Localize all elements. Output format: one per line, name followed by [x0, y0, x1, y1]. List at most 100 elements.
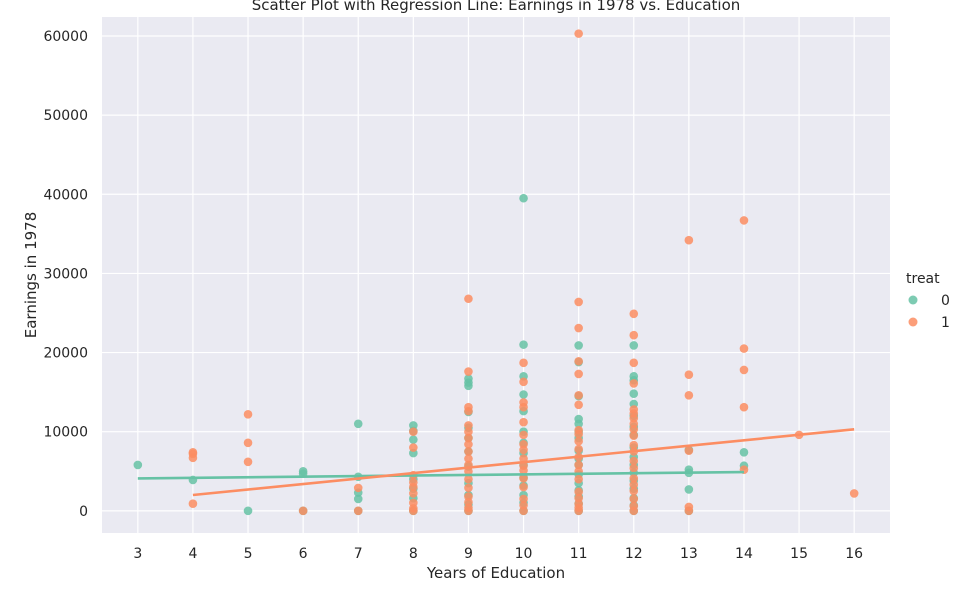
data-point-treat-1: [574, 506, 583, 516]
data-point-treat-1: [574, 356, 583, 366]
data-point-treat-1: [298, 506, 308, 516]
data-point-treat-1: [739, 402, 749, 412]
data-point-treat-1: [519, 466, 528, 475]
x-tick-label: 9: [464, 546, 473, 562]
data-point-treat-1: [574, 474, 583, 484]
data-point-treat-1: [409, 482, 418, 492]
data-point-treat-1: [464, 421, 473, 430]
regression-line-treat-1: [192, 428, 855, 497]
data-point-treat-1: [574, 390, 583, 400]
x-axis-ticks: 3 4 5 6 7 8 9 10 11 12 13 14 15 16: [133, 546, 863, 562]
x-tick-label: 11: [570, 546, 588, 562]
x-tick-label: 7: [354, 546, 363, 562]
data-point-treat-1: [629, 480, 639, 490]
data-point-treat-1: [464, 440, 473, 449]
data-point-treat-1: [629, 309, 639, 319]
data-point-treat-1: [629, 431, 639, 440]
data-point-treat-1: [629, 494, 639, 504]
grid-lines: [102, 17, 890, 533]
data-point-treat-1: [243, 409, 253, 419]
data-point-treat-1: [574, 429, 583, 439]
x-tick-label: 14: [735, 546, 753, 562]
data-point-treat-0: [629, 389, 639, 399]
data-point-treat-1: [243, 457, 253, 467]
y-tick-label: 50000: [43, 108, 88, 124]
data-point-treat-1: [464, 406, 473, 416]
data-point-treat-1: [464, 447, 473, 456]
x-tick-label: 12: [625, 546, 643, 562]
data-point-treat-1: [629, 456, 639, 466]
data-point-treat-1: [519, 482, 528, 492]
data-point-treat-1: [629, 463, 639, 473]
x-axis-label: Years of Education: [426, 564, 565, 582]
chart-title: Scatter Plot with Regression Line: Earni…: [252, 0, 741, 14]
data-point-treat-0: [519, 193, 528, 203]
data-point-treat-1: [849, 489, 859, 498]
data-point-treat-0: [353, 494, 363, 504]
data-point-treat-1: [353, 483, 363, 493]
data-point-treat-1: [574, 487, 583, 497]
data-point-treat-1: [464, 506, 473, 516]
legend-label-0: 0: [941, 293, 950, 309]
x-tick-label: 13: [680, 546, 698, 562]
data-point-treat-1: [464, 433, 473, 443]
y-axis-ticks: 0 10000 20000 30000 40000 50000 60000: [43, 29, 88, 520]
data-point-treat-1: [739, 365, 749, 375]
data-point-treat-1: [464, 367, 473, 376]
data-point-treat-0: [574, 341, 583, 350]
data-point-treat-1: [188, 499, 198, 509]
data-point-treat-1: [519, 377, 528, 387]
data-point-treat-1: [519, 445, 528, 455]
data-point-treat-1: [739, 216, 749, 225]
x-tick-label: 4: [188, 546, 197, 562]
data-point-treat-1: [464, 483, 473, 493]
y-tick-label: 40000: [43, 187, 88, 203]
y-tick-label: 60000: [43, 29, 88, 45]
data-point-treat-1: [243, 438, 253, 448]
data-point-treat-1: [464, 474, 473, 484]
data-point-treat-1: [629, 486, 639, 496]
data-point-treat-1: [684, 506, 694, 516]
data-point-treat-1: [574, 297, 583, 307]
data-point-treat-1: [629, 425, 639, 434]
data-point-treat-1: [464, 294, 473, 304]
regression-line-treat-0: [137, 470, 744, 480]
data-point-treat-1: [574, 460, 583, 470]
data-point-treat-1: [684, 390, 694, 400]
data-point-treat-1: [574, 444, 583, 454]
data-point-treat-1: [353, 506, 363, 516]
data-point-treat-1: [684, 446, 694, 455]
data-point-treat-1: [519, 402, 528, 412]
data-point-treat-1: [519, 474, 528, 483]
data-point-treat-0: [353, 419, 363, 429]
data-point-treat-1: [574, 323, 583, 333]
data-point-treat-1: [684, 235, 694, 245]
y-axis-label: Earnings in 1978: [22, 212, 40, 338]
data-point-treat-1: [574, 29, 583, 38]
data-point-treat-1: [519, 506, 528, 516]
legend-marker-0: [908, 295, 918, 305]
data-point-treat-1: [519, 417, 528, 427]
data-point-treat-1: [629, 330, 639, 340]
data-point-treat-1: [464, 427, 473, 436]
data-point-treat-0: [739, 447, 749, 457]
y-tick-label: 20000: [43, 346, 88, 362]
y-tick-label: 0: [79, 504, 88, 520]
data-point-treat-0: [464, 381, 473, 391]
x-tick-label: 3: [133, 546, 142, 562]
data-point-treat-0: [519, 340, 528, 349]
data-point-treat-1: [574, 369, 583, 379]
x-tick-label: 8: [409, 546, 418, 562]
data-point-treat-1: [409, 489, 418, 498]
data-point-treat-1: [464, 454, 473, 463]
data-point-treat-1: [629, 506, 639, 516]
y-tick-label: 30000: [43, 266, 88, 282]
x-tick-label: 6: [299, 546, 308, 562]
x-tick-label: 5: [244, 546, 253, 562]
data-point-treat-0: [519, 390, 528, 399]
data-point-treat-0: [409, 435, 418, 444]
data-point-treat-1: [629, 379, 639, 388]
data-points: [133, 29, 859, 516]
